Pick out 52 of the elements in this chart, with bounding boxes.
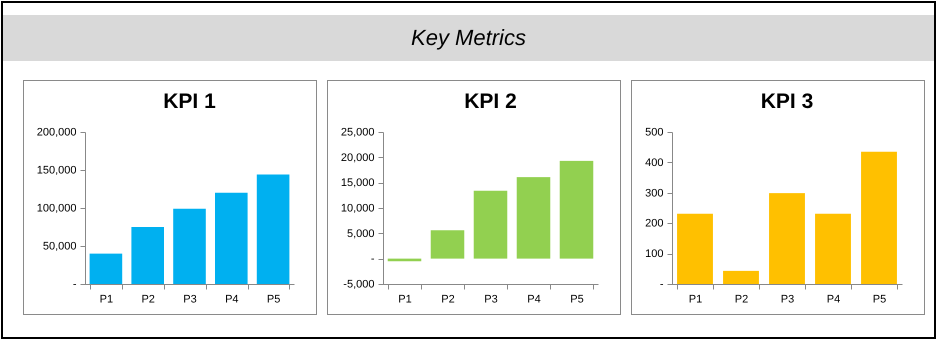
y-tick-label: 5,000	[346, 228, 374, 240]
y-tick-label: -	[72, 278, 77, 290]
bar	[769, 193, 805, 284]
y-tick-label: 100,000	[36, 202, 76, 214]
y-tick-label: 150,000	[36, 164, 76, 176]
y-tick-label: 100	[645, 248, 664, 260]
bar	[474, 190, 508, 259]
y-tick-label: 50,000	[42, 240, 76, 252]
y-tick-label: 200	[645, 218, 664, 230]
bar	[256, 174, 290, 284]
y-tick-label: 25,000	[340, 126, 374, 138]
y-tick-label: -	[370, 253, 375, 266]
x-tick-label: P4	[826, 294, 840, 306]
x-tick-label: P2	[734, 294, 748, 306]
x-tick-label: P5	[872, 294, 886, 306]
bar	[173, 208, 206, 284]
bar	[516, 177, 550, 259]
x-tick-label: P3	[484, 294, 498, 306]
chart-title: KPI 1	[163, 90, 216, 113]
y-tick-label: 20,000	[340, 152, 374, 164]
bar	[677, 214, 713, 284]
x-tick-label: P2	[441, 294, 455, 306]
bar	[560, 160, 594, 259]
x-tick-label: P5	[266, 294, 280, 306]
x-tick-label: P3	[780, 294, 794, 306]
bar	[90, 254, 122, 284]
y-tick-label: 200,000	[36, 126, 76, 138]
bar	[215, 192, 248, 284]
x-tick-label: P3	[183, 294, 197, 306]
chart-title: KPI 2	[464, 90, 517, 113]
bar	[723, 270, 759, 284]
y-tick-label: -	[660, 278, 664, 290]
bar	[388, 258, 422, 262]
bar	[131, 227, 164, 284]
y-tick-label: -5,000	[343, 278, 374, 290]
x-tick-label: P2	[141, 294, 155, 306]
y-tick-label: 400	[645, 156, 664, 169]
bar	[815, 214, 851, 284]
y-tick-label: 15,000	[340, 177, 374, 190]
text: Key Metrics	[3, 15, 934, 61]
x-tick-label: P4	[225, 294, 239, 306]
x-tick-label: P5	[570, 294, 584, 306]
bar	[430, 230, 464, 259]
chart-title: KPI 3	[760, 90, 814, 113]
y-tick-label: 10,000	[340, 202, 374, 214]
x-tick-label: P1	[688, 294, 702, 306]
x-tick-label: P4	[527, 294, 541, 306]
y-tick-label: 300	[645, 187, 664, 200]
bar	[861, 152, 897, 284]
y-tick-label: 500	[645, 126, 664, 138]
x-tick-label: P1	[100, 294, 114, 306]
x-tick-label: P1	[398, 294, 412, 306]
